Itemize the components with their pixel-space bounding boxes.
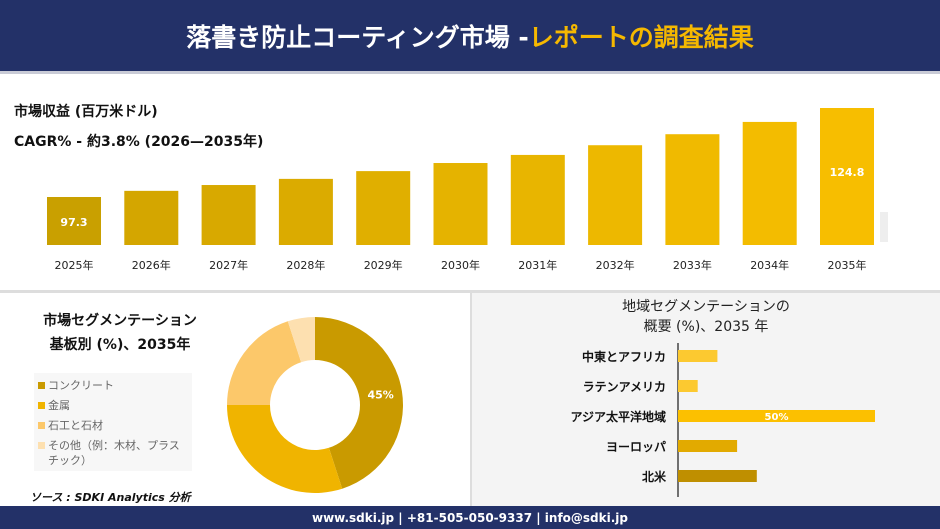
- footer-contact: www.sdki.jp | +81-505-050-9337 | info@sd…: [0, 506, 940, 529]
- source-note: ソース : SDKI Analytics 分析: [30, 491, 191, 504]
- revenue-bar: [588, 145, 643, 245]
- revenue-bar: [124, 190, 179, 245]
- revenue-data-label: 124.8: [830, 166, 865, 179]
- revenue-bar: [278, 178, 333, 245]
- legend-swatch: [38, 442, 45, 449]
- region-panel: 地域セグメンテーションの 概要 (%)、2035 年 中東とアフリカ ラテンアメリ…: [472, 293, 940, 506]
- revenue-bar: [742, 121, 797, 245]
- cagr-label: CAGR% - 約3.8% (2026—2035年): [14, 134, 264, 150]
- donut-slice: [227, 405, 343, 493]
- revenue-bar-chart: 2025年 97.3 2026年 2027年 2028年 2029年 2030年 2031年 2…: [47, 108, 888, 272]
- page-header: 落書き防止コーティング市場 - レポートの調査結果: [0, 0, 940, 74]
- revenue-data-label: 97.3: [60, 216, 87, 229]
- legend-label: その他（例：木材、プラスチック）: [48, 439, 180, 467]
- revenue-panel: 市場収益 (百万米ドル) CAGR% - 約3.8% (2026—2035年) …: [0, 77, 940, 290]
- revenue-bar: [820, 108, 874, 245]
- header-title-highlight: レポートの調査結果: [528, 22, 754, 52]
- header-title: 落書き防止コーティング市場 -: [186, 22, 529, 52]
- region-bar: [678, 470, 757, 482]
- divider: [0, 290, 940, 293]
- legend-item: 石工と石材: [38, 418, 188, 433]
- year-tick-label: 2035年: [828, 258, 867, 272]
- donut-slice: [315, 317, 404, 489]
- substrate-title-line2: 基板別 (%)、2035年: [49, 337, 191, 353]
- year-tick-label: 2031年: [518, 258, 557, 272]
- legend-label: 石工と石材: [48, 419, 103, 432]
- revenue-bar: [433, 163, 488, 245]
- region-bar: [678, 380, 698, 392]
- region-bar: [678, 350, 718, 362]
- region-data-label: 50%: [765, 412, 789, 423]
- donut-data-label: 45%: [368, 389, 394, 402]
- revenue-bar: [201, 185, 256, 245]
- revenue-bar: [665, 134, 720, 245]
- year-tick-label: 2028年: [286, 258, 325, 272]
- legend-item: その他（例：木材、プラスチック）: [38, 438, 188, 468]
- revenue-title: 市場収益 (百万米ドル): [14, 104, 158, 120]
- revenue-bar: [47, 197, 101, 245]
- year-tick-label: 2030年: [441, 258, 480, 272]
- region-bar: [678, 410, 875, 422]
- revenue-bar: [510, 154, 565, 245]
- region-title-line1: 地域セグメンテーションの: [622, 299, 790, 315]
- revenue-bar: [356, 171, 411, 245]
- year-tick-label: 2027年: [209, 258, 248, 272]
- region-label: 北米: [642, 469, 667, 484]
- region-title: 地域セグメンテーションの 概要 (%)、2035 年: [472, 297, 940, 337]
- region-bar: [678, 440, 738, 452]
- year-tick-label: 2025年: [55, 258, 94, 272]
- year-tick-label: 2026年: [132, 258, 171, 272]
- legend-label: 金属: [48, 399, 70, 412]
- substrate-title-line1: 市場セグメンテーション: [43, 313, 197, 329]
- legend-swatch: [38, 382, 45, 389]
- year-tick-label: 2032年: [596, 258, 635, 272]
- legend-item: コンクリート: [38, 378, 188, 393]
- region-label: ヨーロッパ: [606, 440, 666, 454]
- year-tick-label: 2029年: [364, 258, 403, 272]
- divider-vertical: [470, 293, 472, 506]
- year-tick-label: 2033年: [673, 258, 712, 272]
- region-label: ラテンアメリカ: [583, 380, 666, 394]
- legend-swatch: [38, 422, 45, 429]
- year-tick-label: 2034年: [750, 258, 789, 272]
- substrate-legend: コンクリート 金属石工と石材その他（例：木材、プラスチック）: [34, 373, 192, 471]
- region-title-line2: 概要 (%)、2035 年: [643, 319, 769, 335]
- legend-swatch: [38, 402, 45, 409]
- legend-item: 金属: [38, 398, 188, 413]
- region-label: アジア太平洋地域: [570, 409, 666, 424]
- bar-shadow: [880, 212, 888, 242]
- region-label: 中東とアフリカ: [582, 349, 666, 364]
- donut-slice: [227, 321, 302, 405]
- legend-label: コンクリート: [48, 379, 114, 392]
- donut-slice: [287, 317, 315, 363]
- substrate-title: 市場セグメンテーション 基板別 (%)、2035年: [20, 309, 220, 357]
- substrate-donut-chart: 45%: [227, 317, 404, 493]
- substrate-panel: 市場セグメンテーション 基板別 (%)、2035年 コンクリート 金属石工と石材そ…: [0, 293, 470, 506]
